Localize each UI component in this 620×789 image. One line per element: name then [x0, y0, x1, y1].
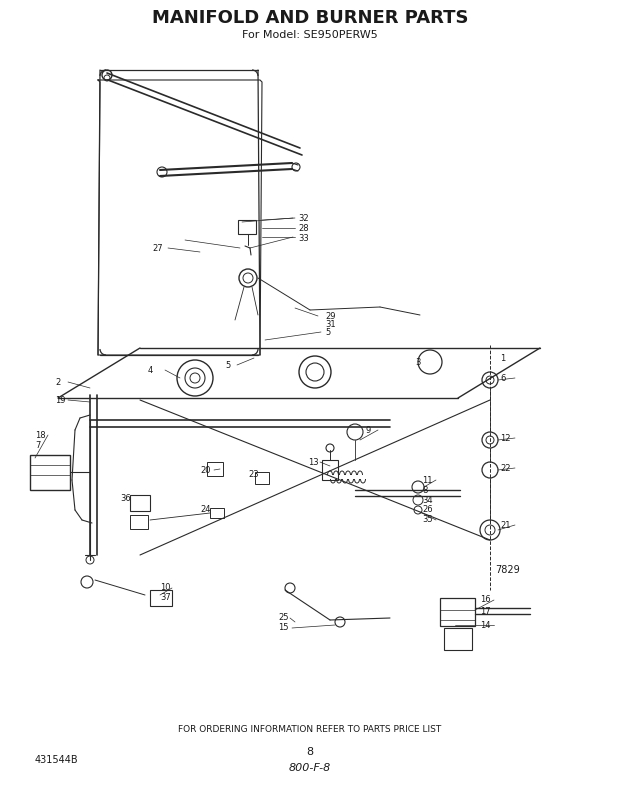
Text: 36: 36 — [120, 493, 131, 503]
Text: 11: 11 — [422, 476, 433, 484]
Text: 35: 35 — [422, 515, 433, 525]
Bar — [130, 515, 148, 529]
Text: 17: 17 — [480, 608, 490, 616]
Text: FOR ORDERING INFORMATION REFER TO PARTS PRICE LIST: FOR ORDERING INFORMATION REFER TO PARTS … — [179, 726, 441, 735]
Text: 22: 22 — [500, 463, 510, 473]
Text: 25: 25 — [278, 614, 288, 623]
Text: 31: 31 — [325, 320, 335, 328]
Text: For Model: SE950PERW5: For Model: SE950PERW5 — [242, 30, 378, 40]
Text: 18: 18 — [35, 431, 46, 439]
Text: 16: 16 — [480, 596, 490, 604]
Text: 13: 13 — [308, 458, 319, 466]
Text: 10: 10 — [160, 584, 171, 593]
Bar — [255, 472, 269, 484]
Text: 2: 2 — [55, 377, 60, 387]
Text: 29: 29 — [325, 312, 335, 320]
Text: MANIFOLD AND BURNER PARTS: MANIFOLD AND BURNER PARTS — [152, 9, 468, 27]
Text: 24: 24 — [200, 506, 211, 514]
Text: 7: 7 — [35, 440, 40, 450]
Text: 6: 6 — [500, 373, 505, 383]
Text: 14: 14 — [480, 620, 490, 630]
Text: 33: 33 — [298, 234, 309, 242]
Text: 800-F-8: 800-F-8 — [289, 763, 331, 773]
Text: 34: 34 — [422, 495, 433, 504]
Text: 12: 12 — [500, 433, 510, 443]
Text: 8: 8 — [422, 485, 427, 495]
Text: 5: 5 — [325, 327, 330, 336]
Text: 1: 1 — [500, 353, 505, 362]
Bar — [322, 460, 338, 480]
Text: 15: 15 — [278, 623, 288, 633]
Text: 32: 32 — [298, 214, 309, 222]
Text: 5: 5 — [225, 361, 230, 369]
Text: 4: 4 — [148, 365, 153, 375]
Text: 27: 27 — [152, 244, 162, 252]
Bar — [30, 455, 70, 490]
Text: 26: 26 — [422, 506, 433, 514]
Text: 8: 8 — [306, 747, 314, 757]
Bar — [440, 598, 475, 626]
Bar — [130, 495, 150, 511]
Text: 9: 9 — [365, 425, 370, 435]
Text: 20: 20 — [200, 466, 211, 474]
Text: 7829: 7829 — [495, 565, 520, 575]
Text: 431544B: 431544B — [35, 755, 79, 765]
Bar — [150, 590, 172, 606]
Text: 23: 23 — [248, 469, 259, 478]
Text: 19: 19 — [55, 395, 66, 405]
Text: 3: 3 — [415, 357, 420, 367]
Text: 28: 28 — [298, 223, 309, 233]
Bar — [238, 220, 256, 234]
Text: 21: 21 — [500, 521, 510, 529]
Bar — [207, 462, 223, 476]
Bar — [444, 628, 472, 650]
Bar — [210, 508, 224, 518]
Text: 37: 37 — [160, 593, 171, 603]
